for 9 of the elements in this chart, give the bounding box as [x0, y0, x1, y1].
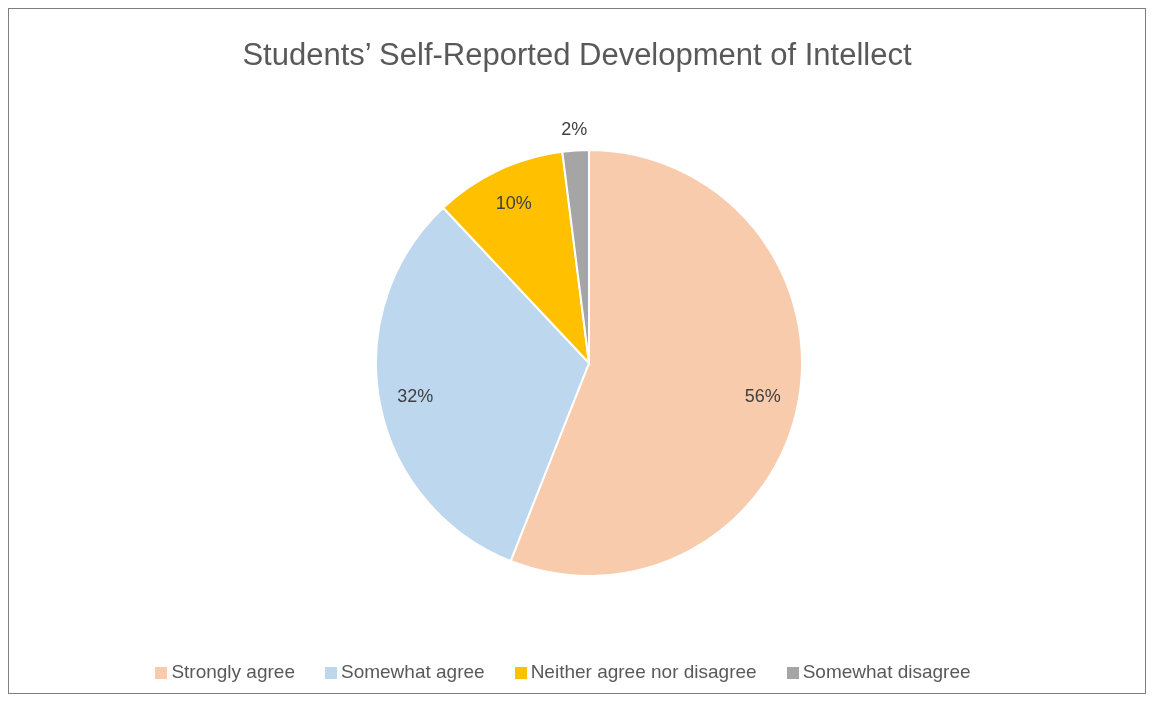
- legend-label: Neither agree nor disagree: [530, 661, 757, 682]
- legend-label: Somewhat agree: [340, 661, 485, 682]
- data-label: 2%: [561, 119, 588, 140]
- legend-label: Somewhat disagree: [802, 661, 971, 682]
- legend-label: Strongly agree: [171, 661, 295, 682]
- data-label: 32%: [397, 386, 434, 407]
- data-label: 10%: [495, 193, 532, 214]
- data-label: 56%: [744, 386, 781, 407]
- chart-title: Students’ Self-Reported Development of Intellect: [241, 36, 913, 73]
